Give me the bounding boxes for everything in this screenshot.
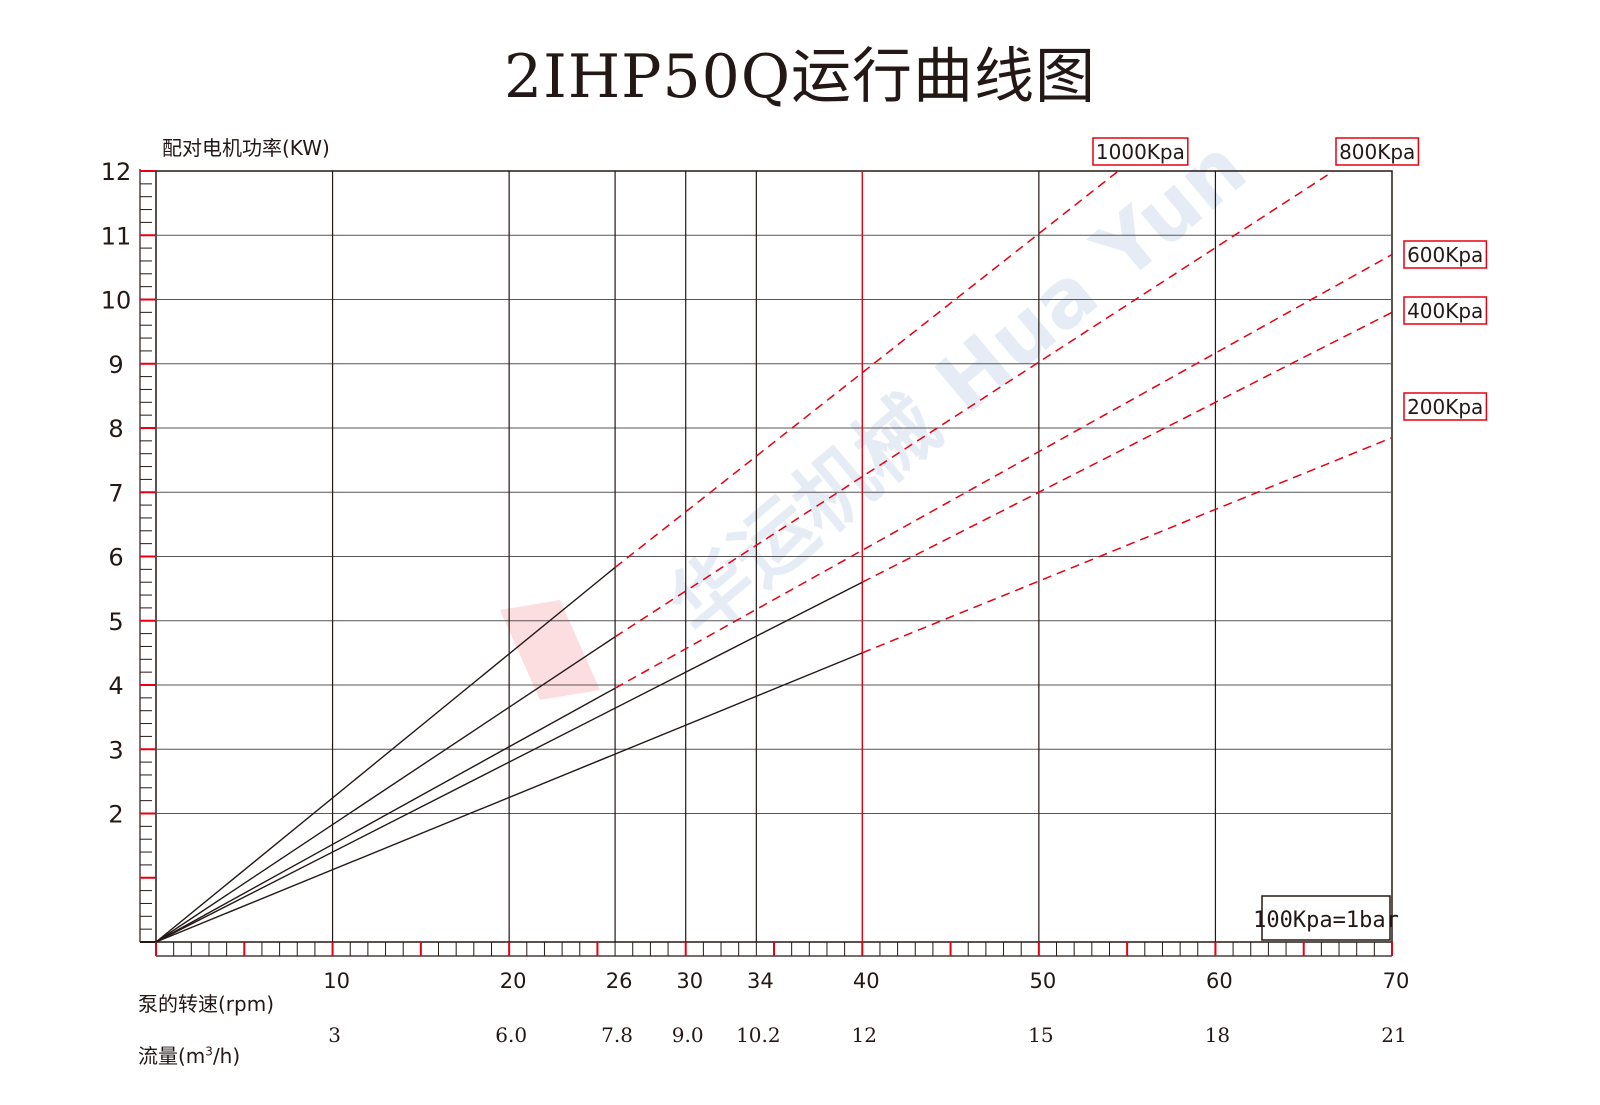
series-line-solid-400Kpa xyxy=(155,581,863,943)
y-tick-label: 5 xyxy=(108,608,123,636)
series-label: 1000Kpa xyxy=(1096,140,1185,164)
series-line-dashed-1000Kpa xyxy=(614,170,1119,569)
series-line-solid-1000Kpa xyxy=(155,566,616,943)
y-tick-label: 10 xyxy=(101,287,132,315)
x-tick-label-flow: 10.2 xyxy=(736,1023,781,1047)
x-tick-label-flow: 12 xyxy=(852,1023,877,1047)
flow-label-prefix: 流量(m xyxy=(138,1044,206,1068)
x-tick-label-flow: 9.0 xyxy=(672,1023,704,1047)
chart-title: 2IHP50Q运行曲线图 xyxy=(503,42,1097,112)
note-box-text: 100Kpa=1bar xyxy=(1253,908,1399,933)
x-tick-label-flow: 6.0 xyxy=(495,1023,527,1047)
series-line-solid-800Kpa xyxy=(155,636,616,943)
x-axis-label-flow: 流量(m3/h) xyxy=(138,1040,240,1069)
series-line-dashed-800Kpa xyxy=(614,170,1335,638)
y-axis-label: 配对电机功率(KW) xyxy=(162,136,330,160)
x-tick-label-rpm: 60 xyxy=(1206,969,1233,993)
series-line-solid-600Kpa xyxy=(155,687,616,943)
x-tick-label-flow: 18 xyxy=(1205,1023,1230,1047)
y-tick-label: 9 xyxy=(108,351,123,379)
x-tick-label-flow: 15 xyxy=(1028,1023,1053,1047)
y-tick-label: 7 xyxy=(108,479,123,507)
note-box: 100Kpa=1bar xyxy=(1253,895,1399,941)
axis-minor-ticks xyxy=(139,169,1393,957)
x-tick-label-rpm: 10 xyxy=(323,969,350,993)
y-tick-label: 4 xyxy=(108,672,123,700)
watermark-text: 华运机械 Hua Yun xyxy=(652,121,1263,655)
flow-label-superscript: 3 xyxy=(205,1044,213,1059)
x-tick-label-rpm: 70 xyxy=(1383,969,1410,993)
x-tick-label-flow: 3 xyxy=(328,1023,341,1047)
y-tick-label: 6 xyxy=(108,544,123,572)
tick-labels: 23456789101112103206.0267.8309.03410.240… xyxy=(101,158,1410,1047)
series-label-box xyxy=(1403,296,1488,325)
series-label-box xyxy=(1335,137,1420,166)
series-line-dashed-200Kpa xyxy=(862,436,1393,654)
flow-label-suffix: /h) xyxy=(212,1044,241,1068)
grid xyxy=(155,170,1393,943)
x-tick-label-rpm: 26 xyxy=(606,969,633,993)
x-tick-label-flow: 21 xyxy=(1381,1023,1406,1047)
series-labels: 1000Kpa 800Kpa 600Kpa 400Kpa 200Kpa xyxy=(1092,137,1488,421)
series-label: 400Kpa xyxy=(1407,299,1483,323)
series-line-dashed-400Kpa xyxy=(861,311,1393,583)
series-label-box xyxy=(1403,240,1488,269)
series-lines xyxy=(155,170,1393,943)
x-tick-label-rpm: 34 xyxy=(747,969,774,993)
x-tick-label-rpm: 30 xyxy=(676,969,703,993)
y-tick-label: 12 xyxy=(101,158,132,186)
y-tick-label: 11 xyxy=(101,222,132,250)
x-tick-label-rpm: 40 xyxy=(853,969,880,993)
y-tick-label: 2 xyxy=(108,801,123,829)
x-axis-label-rpm: 泵的转速(rpm) xyxy=(138,992,275,1016)
series-line-dashed-600Kpa xyxy=(614,253,1393,689)
y-tick-label: 8 xyxy=(108,415,123,443)
series-label: 800Kpa xyxy=(1339,140,1415,164)
note-box-frame xyxy=(1261,895,1391,941)
watermark-mark xyxy=(500,600,600,700)
x-tick-label-flow: 7.8 xyxy=(601,1023,633,1047)
series-label: 600Kpa xyxy=(1407,243,1483,267)
series-line-solid-200Kpa xyxy=(155,652,863,943)
x-tick-label-rpm: 50 xyxy=(1029,969,1056,993)
series-label: 200Kpa xyxy=(1407,395,1483,419)
x-tick-label-rpm: 20 xyxy=(500,969,527,993)
series-label-box xyxy=(1092,137,1189,166)
y-tick-label: 3 xyxy=(108,736,123,764)
series-label-box xyxy=(1403,392,1488,421)
